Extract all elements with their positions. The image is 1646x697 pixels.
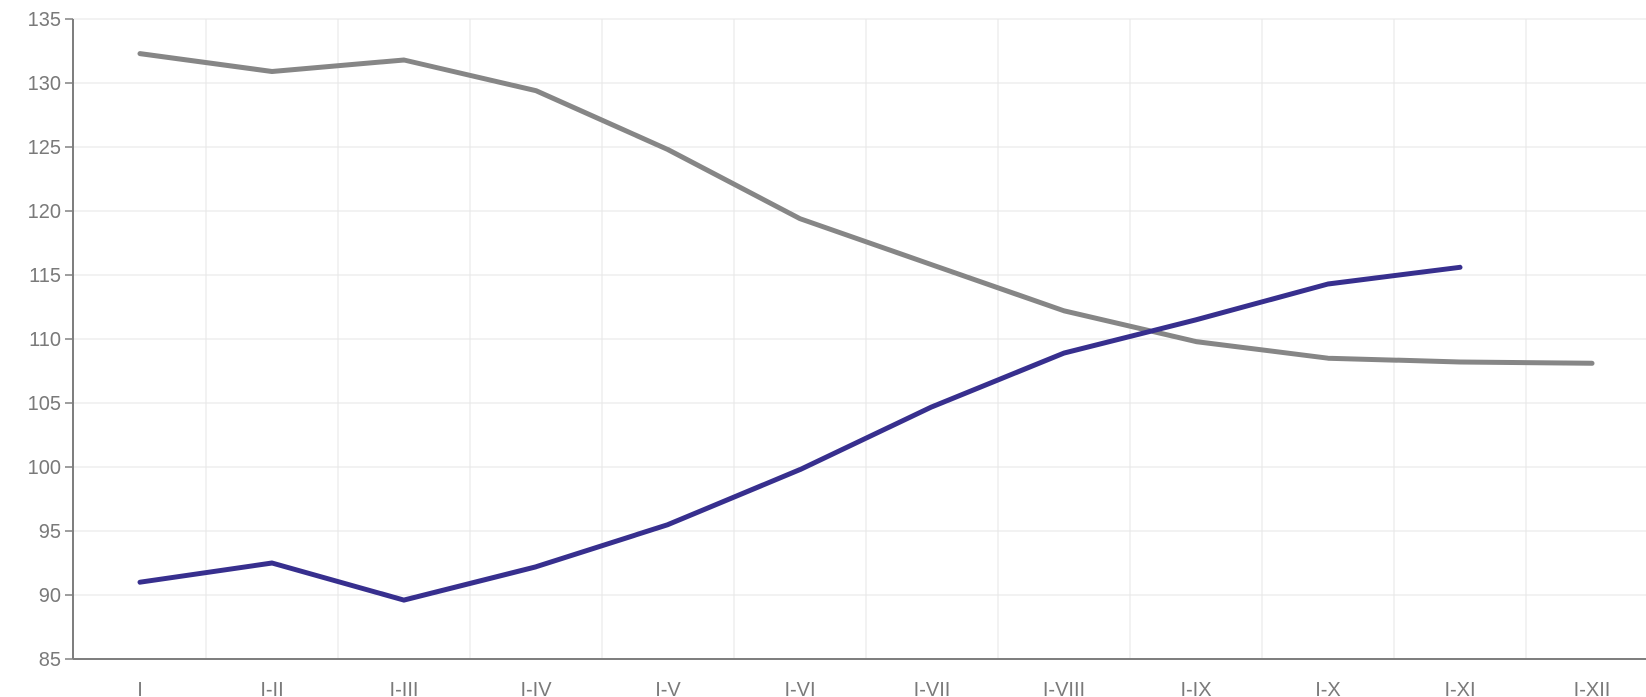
- grid: [73, 18, 1646, 659]
- y-tick-label: 135: [28, 9, 61, 31]
- y-tick-label: 120: [28, 201, 61, 223]
- x-tick-label: I-XII: [1574, 679, 1611, 697]
- x-tick-label: I-II: [260, 679, 283, 697]
- x-axis-ticks: I I-II I-III I-IV I-V I-VI I-VII I-VIII I-IX I-X I…: [137, 679, 1610, 697]
- x-tick-label: I-V: [655, 679, 681, 697]
- x-tick-label: I-VIII: [1043, 679, 1085, 697]
- x-tick-label: I-III: [390, 679, 419, 697]
- x-tick-label: I-IV: [520, 679, 552, 697]
- series-lines: [137, 51, 1595, 603]
- y-tick-label: 110: [29, 329, 61, 351]
- y-axis-ticks: 85 90 95 100 105 110 115 120 125 130 135: [28, 9, 73, 671]
- series-line-1: [137, 51, 1595, 366]
- x-tick-label: I-VII: [914, 679, 951, 697]
- x-tick-label: I-VI: [784, 679, 815, 697]
- series-line-2: [137, 264, 1463, 603]
- x-tick-label: I-X: [1315, 679, 1341, 697]
- y-tick-label: 100: [28, 457, 61, 479]
- y-tick-label: 125: [28, 137, 61, 159]
- y-tick-label: 95: [39, 521, 61, 543]
- y-tick-label: 130: [28, 73, 61, 95]
- x-tick-label: I-IX: [1180, 679, 1211, 697]
- x-tick-label: I: [137, 679, 143, 697]
- x-tick-label: I-XI: [1444, 679, 1475, 697]
- y-tick-label: 105: [28, 393, 61, 415]
- y-tick-label: 85: [39, 649, 61, 671]
- y-tick-label: 90: [39, 585, 61, 607]
- y-tick-label: 115: [29, 265, 61, 287]
